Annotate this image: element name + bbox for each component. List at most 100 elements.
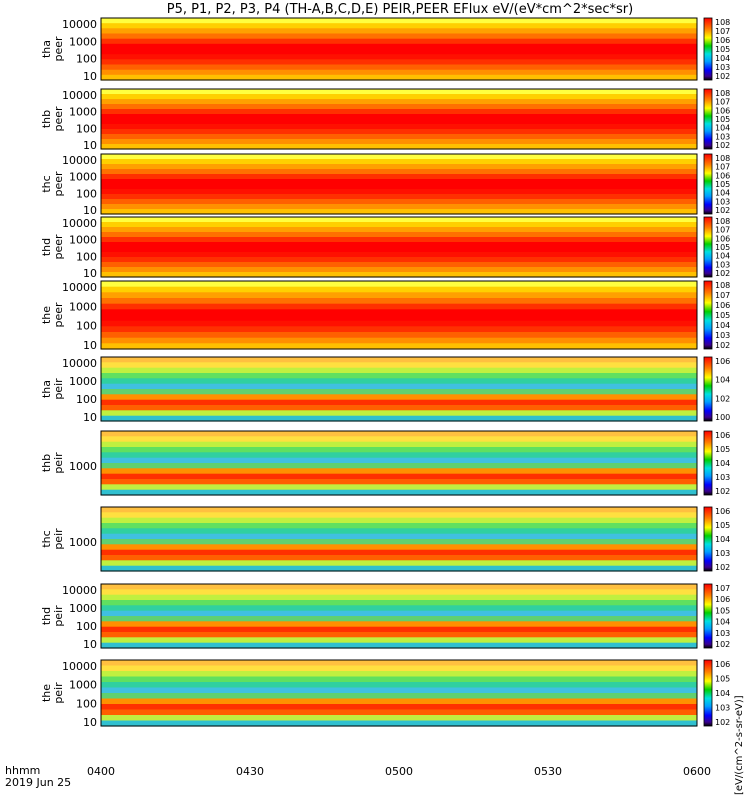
y-tick-label: 10 [83, 70, 97, 83]
spectrogram-band [101, 326, 697, 333]
colorbar [703, 17, 713, 81]
spectrogram-band [101, 129, 697, 135]
spectrogram-band [101, 292, 697, 299]
colorbar-tick-label: 105 [715, 675, 730, 684]
colorbar-tick-label: 105 [715, 45, 730, 54]
probe-label: tha [40, 380, 53, 398]
y-tick-label: 10000 [62, 89, 97, 102]
figure-title: P5, P1, P2, P3, P4 (TH-A,B,C,D,E) PEIR,P… [167, 2, 633, 17]
colorbar-tick-label: 108 [715, 154, 730, 163]
probe-label: the [40, 684, 53, 702]
spectrogram-band [101, 452, 697, 459]
spectrogram-band [101, 720, 697, 727]
spectrogram-band [101, 555, 697, 561]
spectrogram-band [101, 69, 697, 76]
spectrogram-band [101, 134, 697, 140]
spectrogram-band [101, 600, 697, 606]
spectrogram-band [101, 164, 697, 170]
spectrogram-band [101, 367, 697, 374]
colorbar-tick-label: 102 [715, 269, 730, 278]
spectrogram-band [101, 184, 697, 190]
colorbar [703, 216, 713, 278]
panel-frame [100, 659, 698, 727]
spectrogram-band [101, 257, 697, 263]
spectrogram-band [101, 169, 697, 175]
spectrogram-band [101, 204, 697, 210]
panel-ylabel: thbpeer [40, 106, 65, 132]
colorbar-tick-label: 104 [715, 252, 730, 261]
species-label: peer [52, 36, 65, 62]
spectrogram-band [101, 626, 697, 633]
spectrogram-band [101, 447, 697, 453]
spectrogram-band [101, 489, 697, 496]
colorbar-tick-label: 102 [715, 563, 730, 572]
spectrogram-band [101, 507, 697, 513]
colorbar-tick-label: 100 [715, 413, 730, 422]
spectrogram-band [101, 431, 697, 437]
colorbar-tick-label: 103 [715, 197, 730, 206]
spectrogram-panel-thc-peir: 1000 thcpeir 106 105 104 103 102 [40, 506, 730, 572]
colorbar [703, 583, 713, 649]
spectrogram-band [101, 38, 697, 45]
spectrogram-band [101, 252, 697, 258]
time-tick-label: 0530 [534, 765, 562, 778]
spectrogram-band [101, 479, 697, 485]
panels-group: 10000100010010thapeer1081071061051041031… [40, 17, 730, 729]
colorbar-tick-label: 108 [715, 217, 730, 226]
spectrogram-band [101, 343, 697, 350]
spectrogram-band [101, 199, 697, 205]
spectrogram-band [101, 676, 697, 683]
colorbar-tick-label: 107 [715, 163, 730, 172]
spectrogram-band [101, 286, 697, 293]
spectrogram-band [101, 303, 697, 310]
spectrogram-band [101, 227, 697, 233]
spectrogram-band [101, 436, 697, 443]
colorbar [703, 153, 713, 215]
panel-frame [100, 88, 698, 150]
spectrogram-band [101, 528, 697, 535]
spectrogram-band [101, 704, 697, 711]
colorbar-tick-label: 102 [715, 640, 730, 649]
species-label: peer [52, 171, 65, 197]
y-tick-label: 10000 [62, 281, 97, 294]
y-tick-label: 10000 [62, 18, 97, 31]
colorbar-tick-label: 102 [715, 206, 730, 215]
y-tick-label: 10000 [62, 357, 97, 370]
colorbar-tick-label: 102 [715, 394, 730, 403]
spectrogram-band [101, 565, 697, 572]
colorbar [703, 356, 713, 422]
spectrogram-band [101, 441, 697, 448]
spectrogram-band [101, 124, 697, 130]
probe-label: thd [40, 607, 53, 625]
colorbar [703, 280, 713, 350]
spectrogram-band [101, 687, 697, 694]
y-tick-label: 100 [76, 122, 97, 135]
probe-label: thc [40, 530, 53, 547]
spectrogram-band [101, 709, 697, 716]
spectrogram-panel-thd-peir: 10000 1000 100 10 thdpeir 107 106 105 104 103 102 [40, 583, 730, 651]
spectrogram-band [101, 544, 697, 551]
probe-label: thb [40, 110, 53, 128]
spectrogram-panel-thc-peer: 10000 1000 100 10 thcpeer 1081071061051041031… [40, 153, 730, 217]
spectrogram-band [101, 405, 697, 411]
y-tick-label: 10000 [62, 154, 97, 167]
colorbar-tick-label: 106 [715, 171, 730, 180]
panel-ylabel: thapeer [40, 36, 65, 62]
spectrogram-band [101, 189, 697, 195]
y-tick-label: 1000 [69, 375, 97, 388]
species-label: peir [52, 528, 65, 550]
colorbar-tick-label: 103 [715, 132, 730, 141]
panel-frame [100, 583, 698, 649]
colorbar-tick-label: 107 [715, 98, 730, 107]
colorbar-tick-label: 104 [715, 535, 730, 544]
spectrogram-band [101, 74, 697, 81]
spectrogram-band [101, 698, 697, 705]
colorbar [703, 659, 713, 727]
colorbar-tick-label: 102 [715, 487, 730, 496]
species-label: peir [52, 378, 65, 400]
y-tick-label: 1000 [69, 106, 97, 119]
y-tick-label: 1000 [69, 35, 97, 48]
colorbar-tick-label: 105 [715, 521, 730, 530]
colorbar-unit-label: [eV/(cm^2-s-sr-eV)] [734, 695, 745, 795]
